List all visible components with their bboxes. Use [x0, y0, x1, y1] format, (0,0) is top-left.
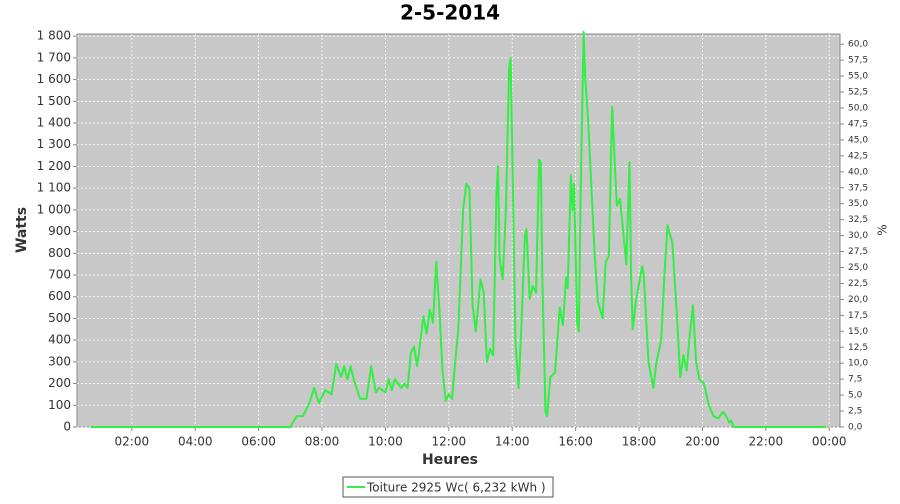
legend — [342, 476, 554, 498]
x-tick-label: 04:00 — [178, 435, 213, 449]
x-axis-label: Heures — [422, 452, 478, 468]
y-tick-label: 1 100 — [37, 181, 71, 195]
y2-tick-label: 25,0 — [848, 263, 868, 273]
y-tick-label: 300 — [48, 354, 71, 368]
x-tick-label: 06:00 — [241, 435, 276, 449]
y-tick-label: 1 800 — [37, 29, 71, 43]
y2-tick-label: 0,0 — [848, 423, 863, 433]
y2-tick-label: 27,5 — [848, 247, 868, 257]
y2-tick-label: 20,0 — [848, 295, 868, 305]
y2-tick-label: 45,0 — [848, 135, 868, 145]
series-line — [90, 30, 827, 428]
y-tick-label: 600 — [48, 289, 71, 303]
y-tick-label: 200 — [48, 376, 71, 390]
y-tick-label: 1 200 — [37, 159, 71, 173]
y-tick-label: 400 — [48, 333, 71, 347]
y-tick-label: 100 — [48, 398, 71, 412]
x-tick-label: 08:00 — [305, 435, 340, 449]
y-tick-label: 700 — [48, 268, 71, 282]
x-tick-label: 22:00 — [749, 435, 784, 449]
y-tick-label: 900 — [48, 224, 71, 238]
plot-area — [76, 33, 841, 428]
y2-tick-label: 22,5 — [848, 279, 868, 289]
y-tick-label: 0 — [63, 420, 71, 434]
y2-tick-label: 32,5 — [848, 215, 868, 225]
y-tick-label: 1 500 — [37, 94, 71, 108]
x-tick-label: 20:00 — [685, 435, 720, 449]
y2-tick-label: 55,0 — [848, 72, 868, 82]
y2-tick-label: 47,5 — [848, 119, 868, 129]
y2-tick-label: 37,5 — [848, 183, 868, 193]
y-tick-label: 1 700 — [37, 50, 71, 64]
y2-tick-label: 60,0 — [848, 40, 868, 50]
y-tick-label: 1 600 — [37, 72, 71, 86]
legend-label: Toiture 2925 Wc( 6,232 kWh ) — [366, 481, 546, 495]
x-tick-label: 10:00 — [368, 435, 403, 449]
x-tick-label: 00:00 — [812, 435, 847, 449]
x-tick-label: 02:00 — [115, 435, 150, 449]
x-tick-label: 18:00 — [622, 435, 657, 449]
y2-tick-label: 50,0 — [848, 104, 868, 114]
x-tick-label: 16:00 — [558, 435, 593, 449]
x-tick-label: 12:00 — [432, 435, 467, 449]
y2-tick-label: 2,5 — [848, 407, 862, 417]
y-tick-label: 1 300 — [37, 137, 71, 151]
x-tick-label: 14:00 — [495, 435, 530, 449]
y2-tick-label: 10,0 — [848, 359, 868, 369]
y-axis-label: Watts — [14, 207, 30, 253]
y2-tick-label: 12,5 — [848, 343, 868, 353]
y2-axis-label: % — [876, 224, 890, 235]
y-tick-label: 800 — [48, 246, 71, 260]
y2-tick-label: 5,0 — [848, 391, 863, 401]
y2-tick-label: 57,5 — [848, 56, 868, 66]
y2-tick-label: 35,0 — [848, 199, 868, 209]
y2-tick-label: 15,0 — [848, 327, 868, 337]
y2-tick-label: 42,5 — [848, 151, 868, 161]
chart-title: 2-5-2014 — [400, 1, 500, 25]
y2-tick-label: 40,0 — [848, 167, 868, 177]
y2-tick-label: 52,5 — [848, 88, 868, 98]
y2-tick-label: 17,5 — [848, 311, 868, 321]
y2-tick-label: 7,5 — [848, 375, 862, 385]
y2-tick-label: 30,0 — [848, 231, 868, 241]
y-tick-label: 1 000 — [37, 202, 71, 216]
y-tick-label: 1 400 — [37, 116, 71, 130]
y-tick-label: 500 — [48, 311, 71, 325]
